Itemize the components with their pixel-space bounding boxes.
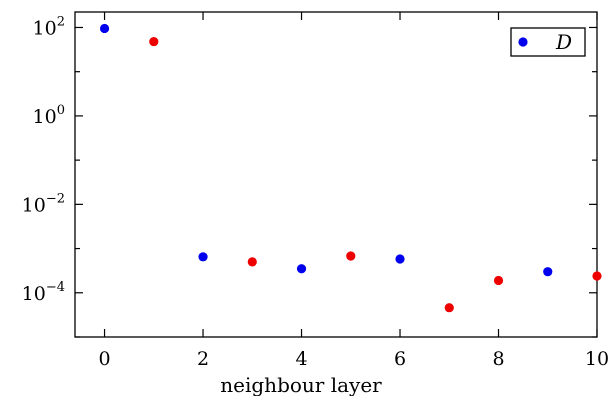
x-tick-label: 4 [295,348,307,370]
data-point-blue [543,267,553,277]
x-tick-label: 2 [197,348,209,370]
y-axis-ticks: 10−4 10−2 100 102 [22,14,597,338]
y-tick-label: 10−2 [22,191,65,216]
y-tick-label: 102 [33,14,65,39]
x-tick-label: 0 [99,348,111,370]
data-point-red [247,257,257,267]
data-point-red [444,303,454,313]
legend: D [510,27,586,57]
data-point-red [592,271,602,281]
data-point-red [149,36,159,47]
x-axis-label: neighbour layer [220,373,382,396]
x-tick-label: 8 [492,348,504,370]
data-point-blue [99,23,110,34]
x-tick-label: 6 [394,348,406,370]
legend-label: D [555,30,572,54]
y-tick-label: 100 [33,103,65,128]
x-tick-label: 10 [585,348,609,370]
y-tick-label: 10−4 [22,280,65,305]
data-points [99,23,602,313]
x-axis-ticks: 0 2 4 6 8 10 [99,12,609,370]
data-point-red [346,251,356,261]
data-point-blue [395,254,405,264]
data-point-blue [198,252,208,262]
plot-frame [74,11,598,338]
data-point-red [493,275,504,286]
legend-marker [518,37,528,47]
data-point-blue [296,264,307,274]
